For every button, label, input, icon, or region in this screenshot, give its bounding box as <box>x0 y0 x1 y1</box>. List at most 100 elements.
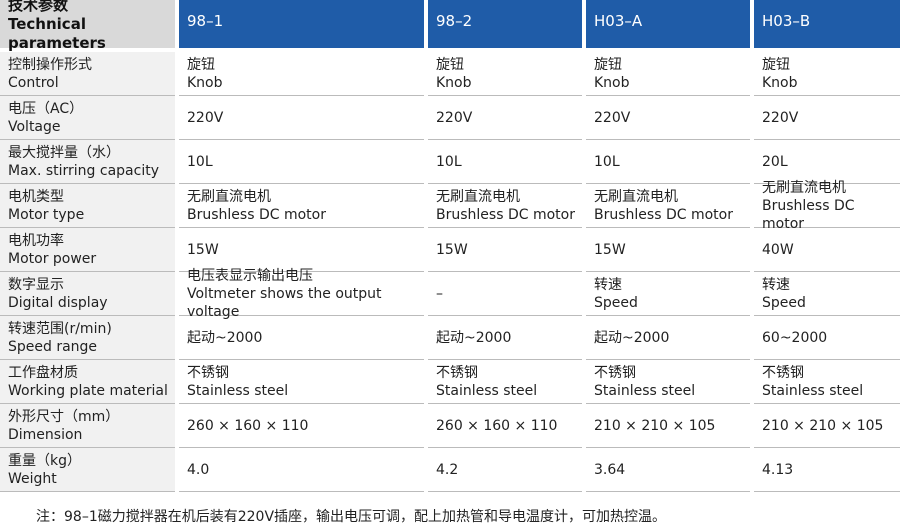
row-label: 电机功率 Motor power <box>0 228 175 272</box>
value-cell: 3.64 <box>586 448 750 492</box>
value-text: 15W <box>594 241 626 258</box>
value-text: Brushless DC motor <box>187 206 326 223</box>
value-text: Knob <box>594 74 630 91</box>
value-cell: 10L <box>428 140 582 184</box>
value-cell: 4.13 <box>754 448 900 492</box>
value-cell: 无刷直流电机 Brushless DC motor <box>428 184 582 228</box>
value-cell: – <box>428 272 582 316</box>
row-label: 电压（AC） Voltage <box>0 96 175 140</box>
value-text: Speed <box>762 294 806 311</box>
label-text: Dimension <box>8 426 83 443</box>
column-header: H03–B <box>754 0 900 48</box>
label-text: Control <box>8 74 59 91</box>
footnote: 注：98–1磁力搅拌器在机后装有220V插座，输出电压可调，配上加热管和导电温度… <box>36 509 667 525</box>
value-cell: 不锈钢 Stainless steel <box>428 360 582 404</box>
value-text: 无刷直流电机 <box>762 179 846 196</box>
value-text: 无刷直流电机 <box>187 188 271 205</box>
value-text: Knob <box>436 74 472 91</box>
value-text: 10L <box>594 153 620 170</box>
value-text: Knob <box>762 74 798 91</box>
title-en: Technical parameters <box>8 14 106 52</box>
value-text: 电压表显示输出电压 <box>187 267 313 284</box>
label-text: 电压（AC） <box>8 100 84 117</box>
value-text: Stainless steel <box>187 382 289 399</box>
value-text: 4.2 <box>436 461 459 478</box>
value-cell: 起动~2000 <box>586 316 750 360</box>
value-text: 旋钮 <box>762 56 790 73</box>
value-cell: 旋钮 Knob <box>754 52 900 96</box>
value-text: 旋钮 <box>594 56 622 73</box>
value-cell: 260 × 160 × 110 <box>179 404 424 448</box>
value-text: 220V <box>436 109 473 126</box>
label-text: Max. stirring capacity <box>8 162 159 179</box>
label-text: 重量（kg） <box>8 452 81 469</box>
value-text: 15W <box>187 241 219 258</box>
value-text: 220V <box>594 109 631 126</box>
value-text: 转速 <box>762 276 790 293</box>
column-header: 98–1 <box>179 0 424 48</box>
row-label: 外形尺寸（mm） Dimension <box>0 404 175 448</box>
value-text: Stainless steel <box>594 382 696 399</box>
label-text: Speed range <box>8 338 98 355</box>
value-cell: 40W <box>754 228 900 272</box>
label-text: 数字显示 <box>8 276 64 293</box>
label-text: 最大搅拌量（水） <box>8 144 120 161</box>
value-text: 220V <box>187 109 224 126</box>
value-text: 20L <box>762 153 788 170</box>
model-name: H03–A <box>594 12 643 30</box>
row-label: 数字显示 Digital display <box>0 272 175 316</box>
value-cell: 电压表显示输出电压 Voltmeter shows the output volt… <box>179 268 424 320</box>
value-text: Brushless DC motor <box>436 206 575 223</box>
label-text: 工作盘材质 <box>8 364 78 381</box>
value-cell: 10L <box>586 140 750 184</box>
value-text: 无刷直流电机 <box>594 188 678 205</box>
value-cell: 15W <box>428 228 582 272</box>
row-label: 控制操作形式 Control <box>0 52 175 96</box>
label-text: Weight <box>8 470 57 487</box>
value-cell: 4.0 <box>179 448 424 492</box>
label-text: 电机类型 <box>8 188 64 205</box>
value-text: – <box>436 285 443 302</box>
value-cell: 不锈钢 Stainless steel <box>586 360 750 404</box>
label-text: Working plate material <box>8 382 168 399</box>
label-text: Digital display <box>8 294 108 311</box>
value-text: Brushless DC motor <box>594 206 733 223</box>
value-cell: 起动~2000 <box>428 316 582 360</box>
value-text: 10L <box>436 153 462 170</box>
value-text: 不锈钢 <box>762 364 804 381</box>
model-name: 98–2 <box>436 12 473 30</box>
label-text: Motor type <box>8 206 85 223</box>
value-cell: 4.2 <box>428 448 582 492</box>
value-text: 220V <box>762 109 799 126</box>
label-text: 转速范围(r/min) <box>8 320 112 337</box>
value-text: 4.0 <box>187 461 210 478</box>
column-header: 98–2 <box>428 0 582 48</box>
value-cell: 20L <box>754 140 900 184</box>
value-cell: 60~2000 <box>754 316 900 360</box>
value-text: 起动~2000 <box>436 329 512 346</box>
value-text: 210 × 210 × 105 <box>594 417 716 434</box>
value-text: 无刷直流电机 <box>436 188 520 205</box>
value-text: 不锈钢 <box>187 364 229 381</box>
value-cell: 不锈钢 Stainless steel <box>754 360 900 404</box>
value-text: 起动~2000 <box>594 329 670 346</box>
value-text: 起动~2000 <box>187 329 263 346</box>
label-text: 外形尺寸（mm） <box>8 408 120 425</box>
row-label: 最大搅拌量（水） Max. stirring capacity <box>0 140 175 184</box>
value-cell: 220V <box>179 96 424 140</box>
value-text: 旋钮 <box>187 56 215 73</box>
label-text: 控制操作形式 <box>8 56 92 73</box>
model-name: 98–1 <box>187 12 224 30</box>
value-text: 40W <box>762 241 794 258</box>
value-cell: 转速 Speed <box>754 272 900 316</box>
row-label: 工作盘材质 Working plate material <box>0 360 175 404</box>
value-text: Brushless DC motor <box>762 197 855 232</box>
value-text: Stainless steel <box>762 382 864 399</box>
value-cell: 旋钮 Knob <box>179 52 424 96</box>
value-text: 3.64 <box>594 461 626 478</box>
header-label: 技术参数 Technical parameters <box>0 0 175 52</box>
value-text: Knob <box>187 74 223 91</box>
value-cell: 无刷直流电机 Brushless DC motor <box>179 184 424 228</box>
value-text: 不锈钢 <box>436 364 478 381</box>
value-cell: 无刷直流电机 Brushless DC motor <box>586 184 750 228</box>
